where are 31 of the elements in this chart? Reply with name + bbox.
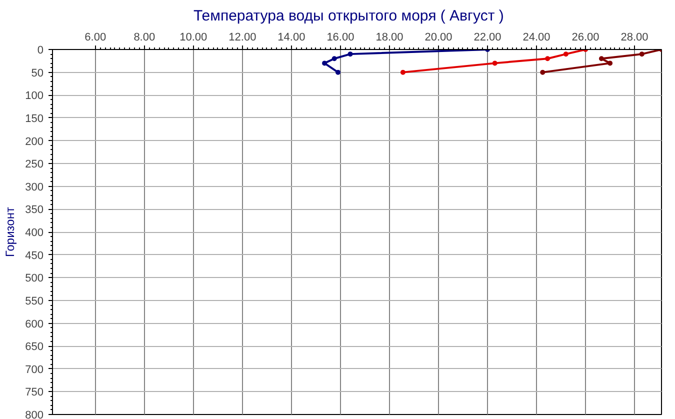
x-tick-label: 20.00 — [424, 32, 452, 44]
y-tick-label: 450 — [25, 250, 44, 262]
x-tick-label: 26.00 — [572, 32, 600, 44]
y-tick-label: 0 — [37, 44, 44, 56]
y-axis-title: Горизонт — [3, 206, 18, 257]
y-tick-label: 250 — [25, 158, 44, 171]
x-tick-label: 24.00 — [522, 32, 550, 44]
x-tick-label: 22.00 — [474, 32, 502, 44]
y-tick-label: 50 — [31, 67, 44, 80]
y-tick-label: 550 — [25, 295, 44, 308]
y-tick-label: 500 — [25, 272, 44, 285]
x-tick-label: 14.00 — [278, 32, 306, 44]
x-tick-label: 6.00 — [84, 32, 106, 44]
y-tick-label: 150 — [25, 112, 44, 125]
y-tick-label: 600 — [25, 318, 44, 330]
x-tick-label: 16.00 — [326, 32, 354, 44]
x-tick-label: 12.00 — [228, 32, 256, 44]
y-tick-label: 750 — [25, 386, 44, 399]
x-tick-label: 10.00 — [180, 32, 208, 44]
y-tick-label: 700 — [25, 364, 44, 376]
x-tick-label: 8.00 — [134, 32, 156, 44]
x-tick-label: 18.00 — [376, 32, 404, 44]
chart-title: Температура воды открытого моря ( Август ) — [193, 8, 504, 24]
y-tick-label: 350 — [25, 204, 44, 216]
y-tick-label: 200 — [25, 136, 44, 148]
y-tick-label: 100 — [25, 90, 44, 102]
y-tick-label: 650 — [25, 341, 44, 354]
y-tick-label: 300 — [25, 181, 44, 194]
y-tick-label: 800 — [25, 410, 44, 419]
x-tick-label: 28.00 — [620, 32, 648, 44]
y-tick-label: 400 — [25, 227, 44, 239]
